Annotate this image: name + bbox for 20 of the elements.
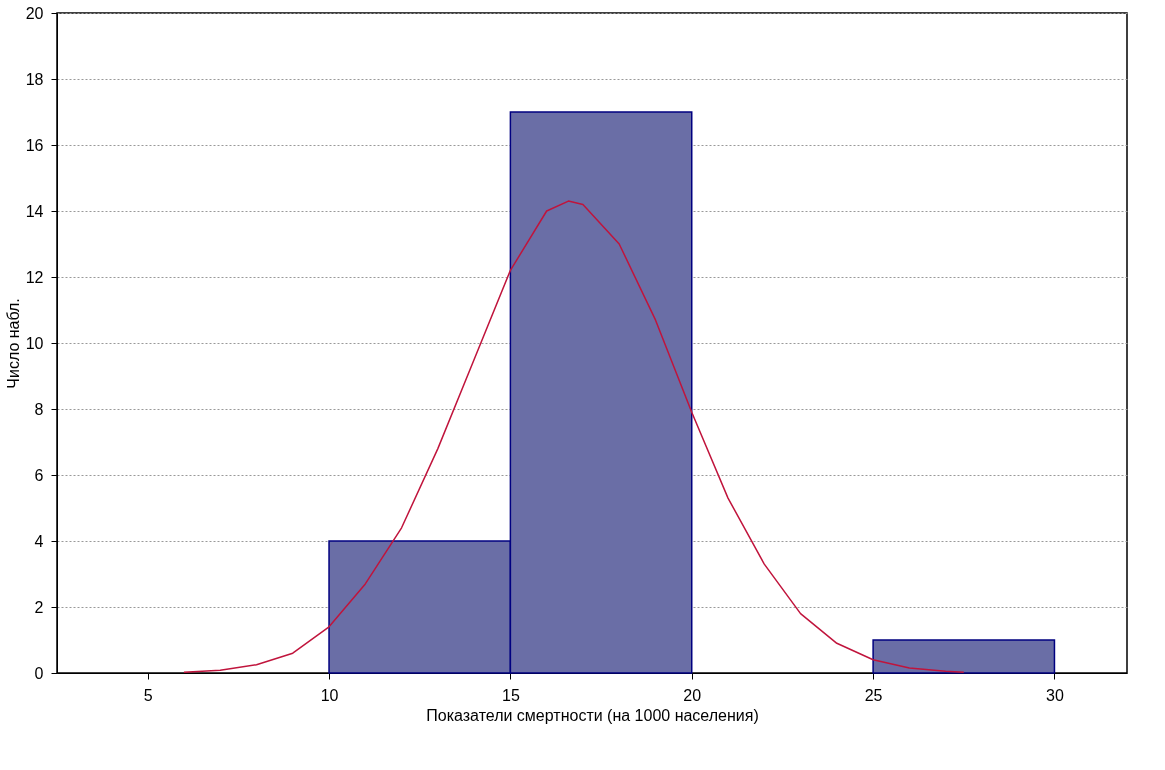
y-tick-label: 0 [34, 664, 44, 682]
x-tick-label: 25 [864, 686, 883, 704]
y-tick-label: 4 [34, 532, 44, 550]
y-tick-label: 14 [25, 202, 44, 220]
y-tick-label: 10 [25, 334, 44, 352]
x-tick-label: 5 [143, 686, 153, 704]
y-tick-label: 6 [34, 466, 44, 484]
x-axis-title: Показатели смертности (на 1000 населения) [426, 706, 759, 724]
x-tick-label: 10 [320, 686, 339, 704]
line-series [183, 200, 965, 674]
x-tick-label: 15 [501, 686, 520, 704]
y-axis-title: Число набл. [4, 298, 22, 389]
x-tick-label: 20 [683, 686, 702, 704]
y-tick-label: 20 [25, 4, 44, 22]
y-tick-label: 12 [25, 268, 44, 286]
x-tick-label: 30 [1046, 686, 1064, 704]
y-tick-label: 8 [34, 400, 44, 418]
y-tick-label: 16 [25, 136, 44, 154]
y-tick-label: 2 [34, 598, 44, 616]
y-tick-label: 18 [25, 70, 44, 88]
